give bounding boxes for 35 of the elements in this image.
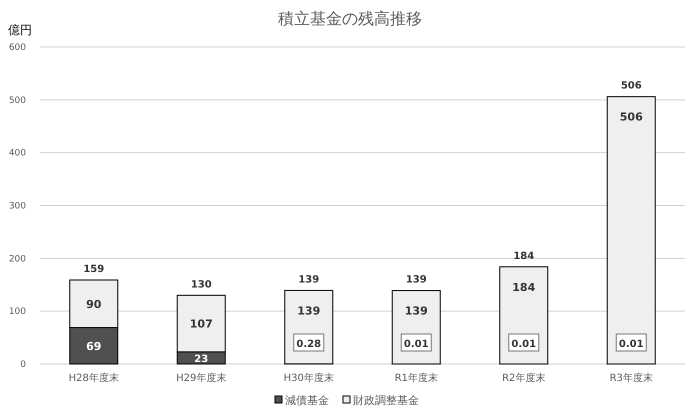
data-label: 0.01 xyxy=(404,339,429,350)
y-tick-label: 0 xyxy=(20,360,26,370)
y-tick-label: 300 xyxy=(8,202,26,212)
y-tick-label: 600 xyxy=(8,43,26,53)
y-tick-label: 400 xyxy=(8,148,26,159)
data-label: 139 xyxy=(404,304,428,318)
y-tick-label: 100 xyxy=(8,307,26,318)
data-label: 107 xyxy=(190,318,213,331)
x-tick-label: H29年度末 xyxy=(176,372,226,384)
chart-title: 積立基金の残高推移 xyxy=(278,9,422,28)
total-label: 139 xyxy=(298,274,320,286)
x-tick-label: R1年度末 xyxy=(394,372,438,384)
total-label: 184 xyxy=(513,250,534,262)
y-tick-label: 500 xyxy=(8,96,26,106)
data-label: 506 xyxy=(620,110,644,124)
data-label: 139 xyxy=(297,304,320,318)
x-tick-label: R3年度末 xyxy=(610,372,653,384)
legend-label: 財政調整基金 xyxy=(353,394,419,407)
data-label: 69 xyxy=(86,340,102,353)
y-axis-title: 億円 xyxy=(8,23,32,37)
x-tick-label: R2年度末 xyxy=(502,372,546,384)
total-label: 506 xyxy=(620,80,642,92)
data-label: 0.01 xyxy=(618,339,644,350)
data-label: 0.01 xyxy=(511,339,536,350)
data-label: 184 xyxy=(512,280,536,294)
y-tick-label: 200 xyxy=(8,254,26,264)
data-label: 0.28 xyxy=(296,339,322,350)
legend-label: 減債基金 xyxy=(285,394,329,407)
total-label: 159 xyxy=(83,264,104,275)
data-label: 23 xyxy=(194,354,208,365)
x-tick-label: H28年度末 xyxy=(68,372,119,384)
data-label: 90 xyxy=(86,298,102,311)
total-label: 139 xyxy=(406,274,427,286)
x-tick-label: H30年度末 xyxy=(284,372,334,384)
total-label: 130 xyxy=(190,279,212,290)
